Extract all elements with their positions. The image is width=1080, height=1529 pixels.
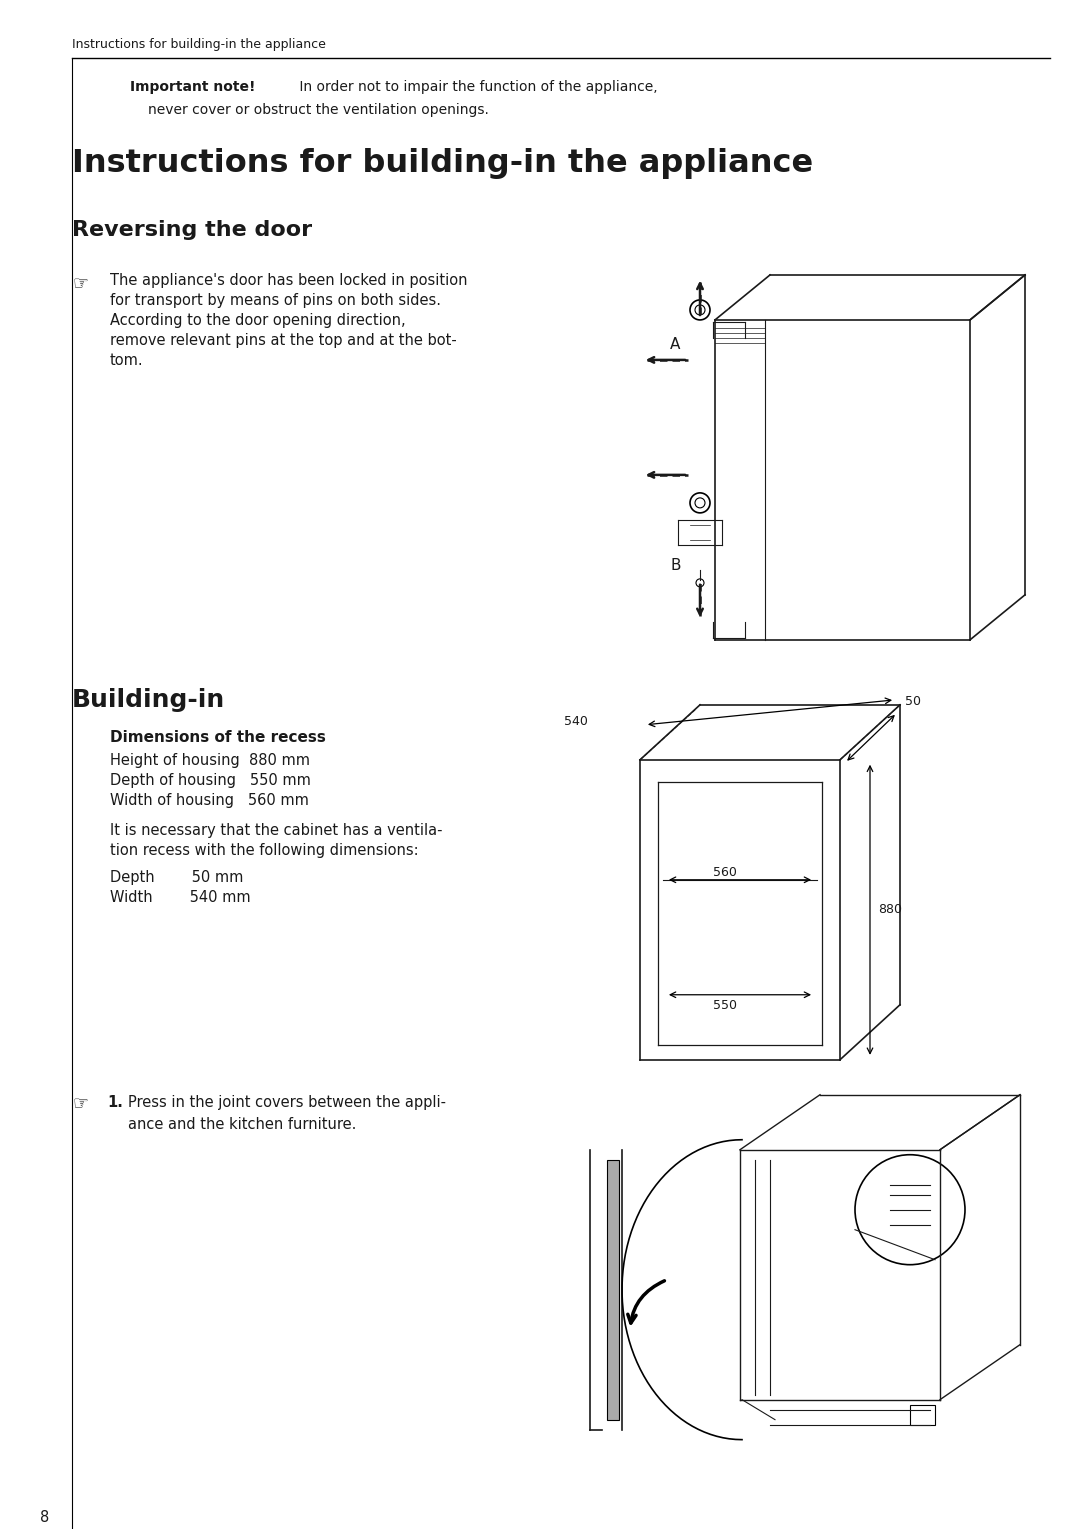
Text: 560: 560 (713, 865, 737, 879)
Text: Depth        50 mm: Depth 50 mm (110, 870, 243, 885)
Text: 540: 540 (564, 716, 588, 728)
Text: Depth of housing   550 mm: Depth of housing 550 mm (110, 772, 311, 787)
Text: for transport by means of pins on both sides.: for transport by means of pins on both s… (110, 294, 441, 307)
Text: tom.: tom. (110, 353, 144, 368)
Text: Width        540 mm: Width 540 mm (110, 890, 251, 905)
Bar (607, 1159, 619, 1419)
Text: ☞: ☞ (72, 1095, 89, 1113)
Text: It is necessary that the cabinet has a ventila-: It is necessary that the cabinet has a v… (110, 823, 443, 838)
Text: In order not to impair the function of the appliance,: In order not to impair the function of t… (295, 80, 658, 93)
Text: 1.: 1. (107, 1095, 123, 1110)
Text: 550: 550 (713, 998, 737, 1012)
Text: B: B (670, 558, 680, 573)
Text: According to the door opening direction,: According to the door opening direction, (110, 313, 406, 327)
Text: Instructions for building-in the appliance: Instructions for building-in the applian… (72, 38, 326, 50)
Text: A: A (670, 336, 680, 352)
Text: 880: 880 (878, 904, 902, 916)
Text: 8: 8 (40, 1509, 50, 1524)
Bar (910, 1405, 935, 1425)
Text: remove relevant pins at the top and at the bot-: remove relevant pins at the top and at t… (110, 333, 457, 349)
Text: Building-in: Building-in (72, 688, 226, 713)
Text: ☞: ☞ (72, 275, 89, 294)
Text: Width of housing   560 mm: Width of housing 560 mm (110, 794, 309, 807)
Text: The appliance's door has been locked in position: The appliance's door has been locked in … (110, 274, 468, 287)
Text: 50: 50 (905, 694, 921, 708)
Text: Dimensions of the recess: Dimensions of the recess (110, 729, 326, 745)
Text: Press in the joint covers between the appli-: Press in the joint covers between the ap… (129, 1095, 446, 1110)
Text: Instructions for building-in the appliance: Instructions for building-in the applian… (72, 148, 813, 179)
Text: ance and the kitchen furniture.: ance and the kitchen furniture. (129, 1116, 356, 1131)
Text: Important note!: Important note! (130, 80, 256, 93)
Text: Height of housing  880 mm: Height of housing 880 mm (110, 752, 310, 768)
Text: never cover or obstruct the ventilation openings.: never cover or obstruct the ventilation … (148, 102, 489, 118)
Text: tion recess with the following dimensions:: tion recess with the following dimension… (110, 842, 419, 858)
Text: Reversing the door: Reversing the door (72, 220, 312, 240)
